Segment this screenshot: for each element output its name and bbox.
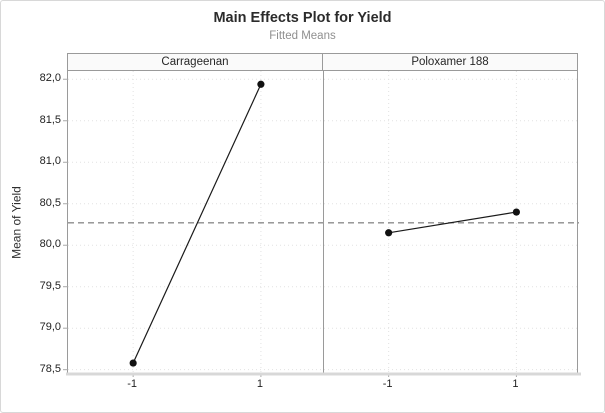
series-line [388,211,517,234]
data-point-marker [385,229,393,237]
y-tick-label: 79,5 [39,279,61,292]
chart-title: Main Effects Plot for Yield [213,10,392,26]
series-line [132,84,262,364]
plot-area [63,71,581,377]
panel-header-poloxamer-188: Poloxamer 188 [322,54,577,70]
y-tick-label: 81,0 [39,155,61,168]
y-tick-label: 78,5 [39,362,61,375]
x-tick-label: 1 [256,378,263,390]
panel-header-band: Carrageenan Poloxamer 188 [67,53,578,71]
data-point-marker [512,208,521,216]
plot-canvas [63,71,581,377]
y-tick-label: 79,0 [39,321,61,334]
panel-header-carrageenan: Carrageenan [161,56,229,68]
x-tick-label: 1 [512,378,519,390]
y-tick-label: 80,0 [39,238,61,251]
y-tick-label: 81,5 [39,113,61,126]
y-tick-label: 82,0 [39,72,61,85]
y-tick-label: 80,5 [39,196,61,209]
x-tick-label: -1 [382,378,393,390]
x-tick-label: -1 [127,378,138,390]
data-point-marker [257,80,265,88]
data-point-marker [129,359,137,367]
chart-subtitle: Fitted Means [269,30,336,42]
